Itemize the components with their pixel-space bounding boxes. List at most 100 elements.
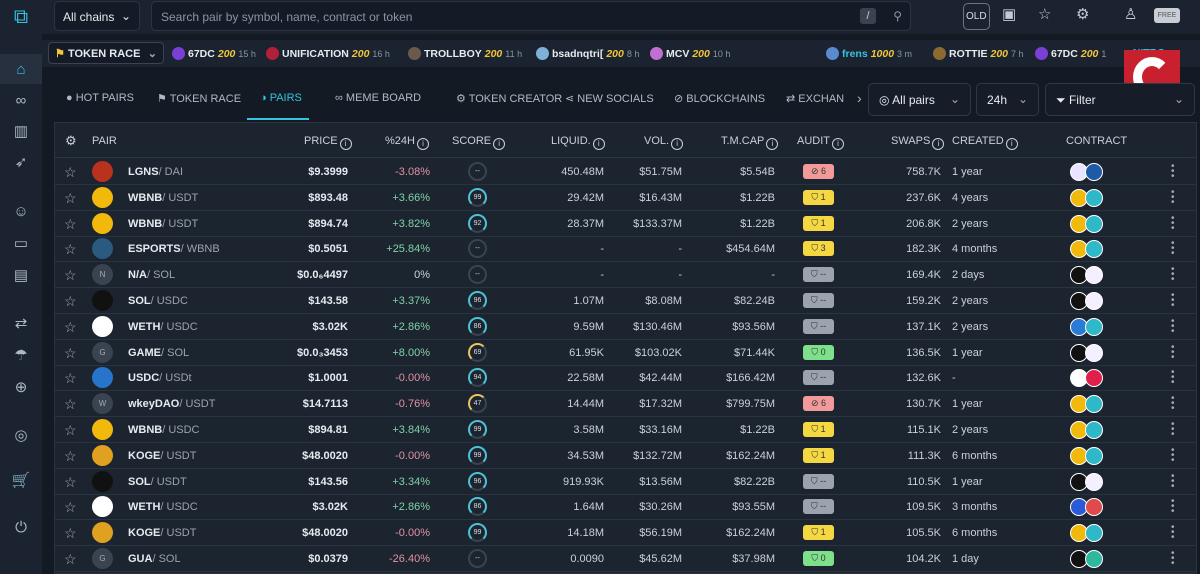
col-swaps[interactable]: SWAPS i	[891, 135, 945, 150]
col-pair[interactable]: PAIR	[92, 135, 117, 147]
chain-selector[interactable]: All chains ⌄	[54, 1, 140, 31]
home-icon[interactable]: ⌂	[0, 54, 42, 84]
tab-exchan[interactable]: ⇄ EXCHAN	[786, 92, 844, 105]
pair-name[interactable]: N/A/ SOL	[128, 269, 175, 281]
tab-token-race[interactable]: ⚑ TOKEN RACE	[157, 92, 241, 105]
star-icon[interactable]: ☆	[64, 189, 77, 206]
star-icon[interactable]: ☆	[64, 293, 77, 309]
user-icon[interactable]: ☺	[13, 202, 29, 220]
col-vol[interactable]: VOL. i	[644, 135, 684, 150]
more-options-icon[interactable]: • • •	[1171, 393, 1175, 415]
gear-icon[interactable]: ⚙	[1076, 6, 1090, 23]
dex-icon[interactable]	[1085, 446, 1103, 465]
chart-icon[interactable]: ▥	[13, 123, 29, 140]
col-tmcap[interactable]: T.M.CAP i	[721, 135, 779, 150]
layout-icon[interactable]: ▣	[1002, 6, 1017, 23]
ticker-item[interactable]: TROLLBOY 200 11 h	[408, 47, 522, 60]
audit-badge[interactable]: ⛉ 3	[803, 241, 834, 257]
token-race-dropdown[interactable]: ⚑ TOKEN RACE ⌄	[48, 42, 164, 64]
cart-icon[interactable]: 🛒	[11, 472, 31, 489]
tab-pairs[interactable]: ◑ PAIRS	[260, 92, 302, 104]
audit-badge[interactable]: ⛉ 0	[803, 551, 834, 566]
table-row[interactable]: ☆ LGNS/ DAI $9.3999 -3.08% -- 450.48M $51.75M $…	[55, 159, 1196, 185]
star-icon[interactable]: ☆	[64, 267, 77, 284]
table-row[interactable]: ☆ WBNB/ USDT $893.48 +3.66% 99 29.42M $16.43M $…	[55, 185, 1196, 211]
audit-badge[interactable]: ⛉ 1	[803, 422, 834, 437]
pair-name[interactable]: ESPORTS/ WBNB	[128, 243, 220, 255]
star-icon[interactable]: ☆	[64, 164, 77, 180]
audit-badge[interactable]: ⛉ --	[803, 370, 834, 386]
info-icon[interactable]: i	[416, 138, 429, 150]
table-row[interactable]: ☆ G GAME/ SOL $0.0₃3453 +8.00% 69 61.95K $103.0…	[55, 340, 1196, 366]
audit-badge[interactable]: ⛉ 1	[803, 189, 834, 205]
star-icon[interactable]: ☆	[64, 422, 77, 438]
info-icon[interactable]: i	[832, 138, 844, 150]
table-row[interactable]: ☆ USDC/ USDt $1.0001 -0.00% 94 22.58M $42.44M $…	[55, 365, 1196, 392]
pair-name[interactable]: WBNB/ USDT	[128, 218, 198, 230]
more-options-icon[interactable]: • • •	[1171, 548, 1175, 569]
swap-icon[interactable]: ⇄	[14, 315, 28, 332]
tab-hot-pairs[interactable]: ● HOT PAIRS	[66, 92, 134, 104]
pair-name[interactable]: KOGE/ USDT	[128, 527, 196, 539]
more-options-icon[interactable]: • • •	[1171, 186, 1175, 208]
star-icon[interactable]: ☆	[64, 396, 77, 413]
col-price[interactable]: PRICE i	[304, 135, 352, 150]
ticker-item[interactable]: MCV 200 10 h	[650, 47, 730, 60]
period-dropdown[interactable]: 24h ⌄	[976, 83, 1039, 116]
more-options-icon[interactable]: • • •	[1171, 264, 1175, 286]
info-icon[interactable]: i	[493, 138, 506, 150]
wallet-icon[interactable]: ▭	[13, 235, 29, 252]
col-change[interactable]: %24H i	[385, 135, 429, 150]
audit-badge[interactable]: ⛉ --	[803, 473, 834, 489]
dex-icon[interactable]	[1085, 395, 1103, 414]
pairs-filter-dropdown[interactable]: ◎ All pairs ⌄	[868, 83, 971, 116]
more-options-icon[interactable]: • • •	[1171, 496, 1175, 518]
chevron-right-icon[interactable]: ›	[857, 90, 862, 106]
pair-name[interactable]: WBNB/ USDT	[128, 192, 198, 204]
ticker-item[interactable]: 67DC 200 15 h	[172, 47, 256, 60]
pair-name[interactable]: SOL/ USDC	[128, 295, 188, 307]
info-icon[interactable]: i	[766, 138, 779, 150]
ticker-item[interactable]: UNIFICATION 200 16 h	[266, 47, 390, 60]
table-settings-icon[interactable]: ⚙	[65, 133, 77, 148]
more-options-icon[interactable]: • • •	[1171, 290, 1175, 311]
audit-badge[interactable]: ⛉ 1	[803, 215, 834, 231]
more-options-icon[interactable]: • • •	[1171, 238, 1175, 260]
power-icon[interactable]: ⏻	[15, 518, 27, 536]
dex-icon[interactable]	[1085, 317, 1103, 336]
ticker-item[interactable]: frens 1000 3 m	[826, 47, 912, 60]
audit-badge[interactable]: ⊘ 6	[803, 164, 834, 179]
tab-blockchains[interactable]: ⊘ BLOCKCHAINS	[674, 92, 765, 105]
more-options-icon[interactable]: • • •	[1171, 367, 1175, 389]
info-icon[interactable]: i	[1005, 138, 1018, 150]
dex-icon[interactable]	[1085, 343, 1103, 362]
audit-badge[interactable]: ⊘ 6	[803, 396, 834, 412]
pair-name[interactable]: SOL/ USDT	[128, 476, 187, 488]
search-input[interactable]: Search pair by symbol, name, contract or…	[151, 1, 911, 31]
star-icon[interactable]: ☆	[64, 499, 77, 516]
globe-icon[interactable]: ◎	[14, 427, 28, 444]
info-icon[interactable]: i	[932, 138, 945, 150]
audit-badge[interactable]: ⛉ --	[803, 499, 834, 515]
search-icon[interactable]: ⚲	[893, 9, 902, 23]
table-row[interactable]: ☆ KOGE/ USDT $48.0020 -0.00% 99 14.18M $56.19M…	[55, 520, 1196, 547]
more-options-icon[interactable]: • • •	[1171, 470, 1175, 492]
pair-name[interactable]: USDC/ USDt	[128, 372, 192, 384]
pair-name[interactable]: WBNB/ USDC	[128, 424, 200, 436]
audit-badge[interactable]: ⛉ --	[803, 293, 834, 308]
col-liquid[interactable]: LIQUID. i	[551, 135, 605, 150]
table-row[interactable]: ☆ WBNB/ USDC $894.81 +3.84% 99 3.58M $33.16M $1…	[55, 417, 1196, 443]
dex-icon[interactable]	[1085, 550, 1103, 568]
table-row[interactable]: ☆ N N/A/ SOL $0.0₆4497 0% -- - - - ⛉ -- 169.4K 2 da…	[55, 262, 1196, 289]
tab-new-socials[interactable]: ⋖ NEW SOCIALS	[565, 92, 654, 105]
rocket-icon[interactable]: ➶	[14, 154, 28, 171]
tab-meme-board[interactable]: ∞ MEME BOARD	[335, 92, 421, 104]
pair-name[interactable]: WETH/ USDC	[128, 321, 198, 333]
table-row[interactable]: ☆ SOL/ USDC $143.58 +3.37% 96 1.07M $8.08M $82.…	[55, 288, 1196, 314]
audit-badge[interactable]: ⛉ --	[803, 318, 834, 334]
filter-dropdown[interactable]: ⏷ Filter ⌄	[1045, 83, 1195, 116]
pair-name[interactable]: WETH/ USDC	[128, 501, 198, 513]
old-version-button[interactable]: OLD	[963, 3, 990, 30]
dex-icon[interactable]	[1085, 188, 1103, 207]
star-icon[interactable]: ☆	[64, 370, 77, 387]
